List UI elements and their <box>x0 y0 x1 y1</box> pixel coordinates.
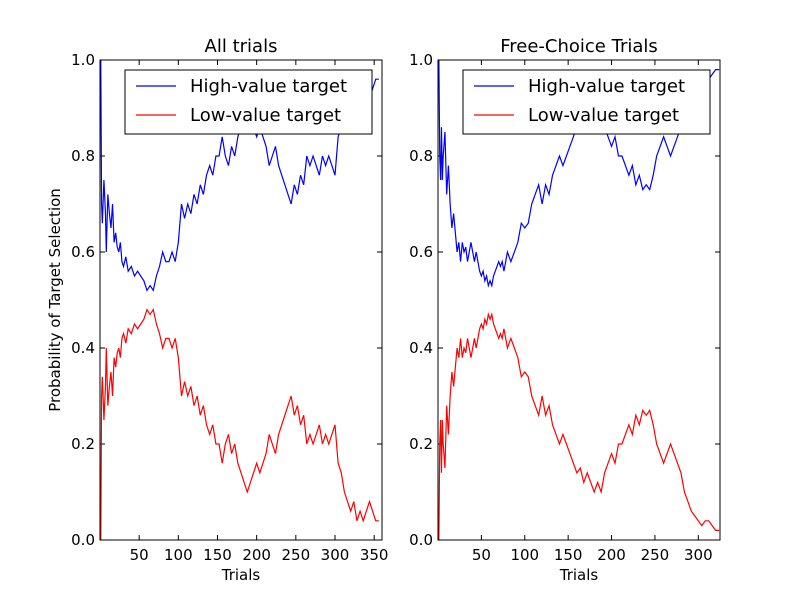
y-tick-label: 1.0 <box>409 51 433 69</box>
y-tick-label: 0.0 <box>409 531 433 549</box>
x-tick-label: 250 <box>641 546 670 564</box>
legend: High-value target Low-value target <box>462 69 711 135</box>
chart-title: All trials <box>205 36 278 57</box>
x-tick-label: 50 <box>130 546 149 564</box>
x-tick-label: 150 <box>203 546 232 564</box>
y-tick-label: 0.8 <box>409 147 433 165</box>
x-tick-label: 200 <box>597 546 626 564</box>
y-axis-label: Probability of Target Selection <box>46 188 64 412</box>
x-tick-label: 300 <box>321 546 350 564</box>
x-axis-label: Trials <box>559 566 599 584</box>
x-axis-label: Trials <box>221 566 261 584</box>
series-line-high-value-target <box>100 60 379 292</box>
x-tick-label: 200 <box>242 546 271 564</box>
legend: High-value target Low-value target <box>124 69 373 135</box>
chart-panel-all-trials: All trials 0.0 0.2 0.4 0.6 0.8 1.0 50 100 150 200… <box>71 36 388 584</box>
series-group <box>100 60 379 540</box>
y-tick-label: 0.6 <box>71 243 95 261</box>
y-tick-label: 0.2 <box>409 435 433 453</box>
legend-label-high-value: High-value target <box>190 76 347 97</box>
series-group <box>438 60 720 540</box>
series-line-low-value-target <box>100 308 379 540</box>
x-tick-label: 150 <box>554 546 583 564</box>
y-tick-label: 0.4 <box>71 339 95 357</box>
legend-label-low-value: Low-value target <box>190 105 341 126</box>
x-tick-label: 50 <box>472 546 491 564</box>
y-tick-label: 0.4 <box>409 339 433 357</box>
legend-label-high-value: High-value target <box>528 76 685 97</box>
series-line-low-value-target <box>438 312 720 540</box>
tick-group: 0.0 0.2 0.4 0.6 0.8 1.0 50 100 150 200 250 300 <box>409 51 720 564</box>
y-tick-label: 0.6 <box>409 243 433 261</box>
x-tick-label: 100 <box>510 546 539 564</box>
y-tick-label: 0.8 <box>71 147 95 165</box>
plot-frame <box>99 59 383 541</box>
x-tick-label: 100 <box>164 546 193 564</box>
y-tick-label: 0.0 <box>71 531 95 549</box>
x-tick-label: 350 <box>360 546 389 564</box>
chart-title: Free-Choice Trials <box>500 36 658 57</box>
x-tick-label: 300 <box>684 546 713 564</box>
legend-box <box>462 69 711 135</box>
tick-group: 0.0 0.2 0.4 0.6 0.8 1.0 50 100 150 200 250 300 350 <box>71 51 388 564</box>
x-tick-label: 250 <box>282 546 311 564</box>
chart-panel-free-choice: Free-Choice Trials 0.0 0.2 0.4 0.6 0.8 1.0 50 1… <box>409 36 721 584</box>
y-tick-label: 1.0 <box>71 51 95 69</box>
y-tick-label: 0.2 <box>71 435 95 453</box>
series-line-high-value-target <box>438 60 720 288</box>
plot-frame <box>437 59 721 541</box>
legend-box <box>124 69 373 135</box>
legend-label-low-value: Low-value target <box>528 105 679 126</box>
